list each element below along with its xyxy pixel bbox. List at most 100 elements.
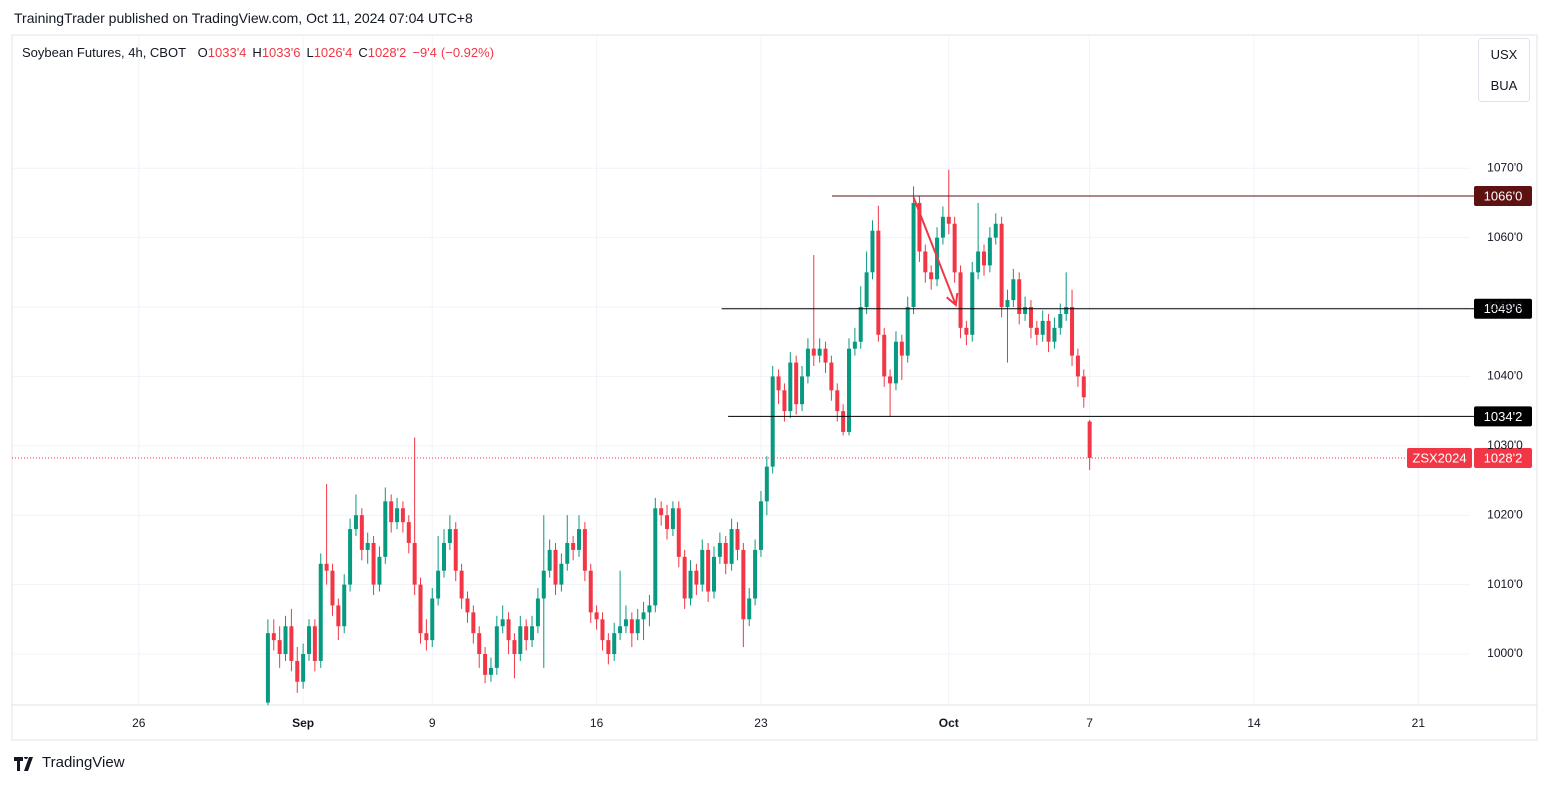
x-tick-label: 21: [1412, 716, 1426, 730]
x-tick-label: Sep: [292, 716, 314, 730]
legend: Soybean Futures, 4h, CBOT O1033'4 H1033'6…: [22, 45, 500, 60]
candle-body: [623, 619, 628, 627]
candle-body: [706, 549, 711, 592]
candle-body: [829, 362, 834, 391]
candle-body: [265, 633, 270, 703]
candle-body: [353, 515, 358, 530]
candle-body: [436, 570, 441, 599]
candle-body: [982, 251, 986, 266]
price-badge: [1474, 447, 1532, 468]
candle-body: [665, 515, 670, 530]
legend-value: 1026'4: [313, 45, 353, 60]
candle-body: [512, 640, 517, 654]
candle-body: [582, 529, 587, 571]
candle-body: [565, 542, 570, 564]
candle-body: [465, 598, 470, 613]
candle-body: [676, 508, 681, 557]
symbol-badge: [1407, 447, 1472, 468]
candle-body: [559, 563, 564, 585]
y-tick-label: 1050'0: [1487, 299, 1523, 313]
candle-body: [723, 542, 728, 564]
candle-body: [442, 542, 446, 571]
candle-body: [641, 612, 646, 620]
candle-body: [483, 653, 488, 675]
x-tick-label: 9: [429, 716, 436, 730]
candle-body: [1058, 313, 1063, 328]
candle-body: [518, 626, 523, 654]
candles: [265, 169, 1092, 706]
candle-body: [923, 251, 928, 273]
candle-body: [999, 223, 1004, 308]
candle-body: [418, 584, 423, 634]
button[interactable]: BUA: [1490, 78, 1518, 93]
candle-body: [618, 626, 623, 634]
candle-body: [453, 529, 458, 571]
candle-body: [700, 549, 705, 585]
candle-body: [547, 549, 552, 571]
candle-body: [764, 466, 769, 502]
candle-body: [307, 626, 311, 654]
candle-body: [400, 508, 405, 523]
candle-body: [858, 307, 863, 342]
level-badge: [1474, 406, 1532, 427]
candle-body: [753, 549, 758, 599]
button[interactable]: USX: [1490, 47, 1518, 62]
candle-body: [612, 633, 617, 654]
level-label: 1049'6: [1484, 301, 1523, 316]
y-tick-label: 1010'0: [1487, 577, 1523, 591]
candle-body: [629, 619, 634, 634]
candle-body: [271, 633, 276, 641]
legend-change: −9'4: [412, 45, 437, 60]
candle-body: [336, 605, 341, 627]
x-tick-label: 7: [1086, 716, 1093, 730]
candle-body: [659, 508, 664, 516]
candle-body: [870, 230, 875, 273]
candle-body: [541, 570, 546, 599]
candle-body: [424, 633, 429, 641]
candle-body: [594, 612, 599, 620]
candle-body: [395, 508, 400, 523]
candle-body: [987, 237, 992, 266]
candle-body: [588, 570, 593, 613]
candle-body: [993, 223, 998, 238]
candle-body: [888, 376, 893, 384]
y-tick-label: 1060'0: [1487, 230, 1523, 244]
candle-body: [1028, 307, 1033, 328]
candle-body: [371, 542, 376, 585]
legend-key: H: [252, 45, 262, 60]
candle-body: [1081, 376, 1086, 398]
candle-body: [312, 626, 317, 661]
candle-body: [1070, 307, 1075, 356]
x-tick-label: Oct: [939, 716, 959, 730]
candle-body: [459, 570, 464, 599]
candle-body: [670, 508, 675, 530]
candle-body: [1040, 320, 1045, 335]
candle-body: [330, 570, 335, 606]
legend-value: 1028'2: [367, 45, 407, 60]
grid: [12, 35, 1470, 705]
y-tick-label: 1070'0: [1487, 160, 1523, 174]
publisher-line: TrainingTrader published on TradingView.…: [14, 10, 473, 26]
candle-body: [964, 327, 969, 335]
candle-body: [471, 612, 476, 634]
candle-body: [383, 501, 388, 557]
level-badge: [1474, 298, 1532, 319]
candle-body: [735, 529, 740, 550]
legend-key: L: [306, 45, 314, 60]
candle-body: [794, 362, 799, 405]
candle-body: [406, 522, 411, 543]
price-label: 1028'2: [1484, 450, 1523, 465]
candle-body: [1034, 327, 1039, 335]
candle-body: [940, 216, 945, 238]
candle-body: [1075, 355, 1080, 377]
x-tick-label: 14: [1247, 716, 1261, 730]
candle-body: [946, 216, 951, 224]
candle-body: [635, 619, 640, 634]
candle-body: [571, 542, 576, 550]
candle-body: [430, 598, 435, 641]
candle-body: [500, 619, 505, 627]
candle-body: [1011, 279, 1016, 301]
arrow-head: [945, 292, 959, 307]
